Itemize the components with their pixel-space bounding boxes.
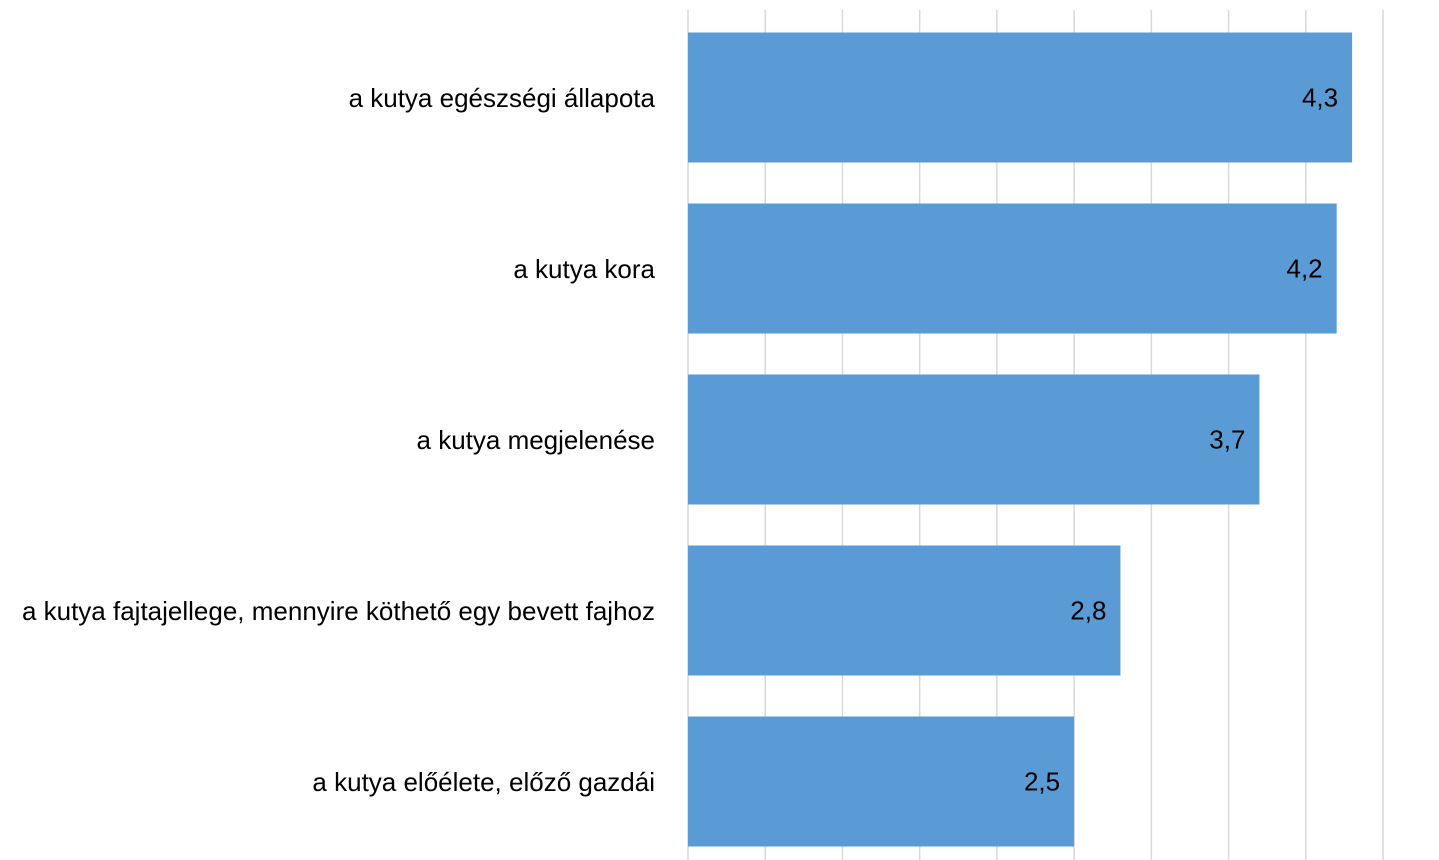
value-label: 4,2	[1287, 253, 1323, 283]
bar	[688, 374, 1260, 505]
category-label: a kutya kora	[513, 253, 655, 284]
bar	[688, 716, 1075, 847]
bar	[688, 32, 1353, 163]
category-label: a kutya megjelenése	[416, 424, 655, 455]
value-label: 3,7	[1209, 424, 1245, 454]
bar	[688, 203, 1337, 334]
category-label: a kutya előélete, előző gazdái	[312, 766, 655, 797]
value-label: 4,3	[1302, 82, 1338, 112]
category-label: a kutya egészségi állapota	[348, 82, 655, 113]
category-label: a kutya fajtajellege, mennyire köthető e…	[21, 595, 655, 626]
value-label: 2,8	[1070, 595, 1106, 625]
value-label: 2,5	[1024, 766, 1060, 796]
bar	[688, 545, 1121, 676]
